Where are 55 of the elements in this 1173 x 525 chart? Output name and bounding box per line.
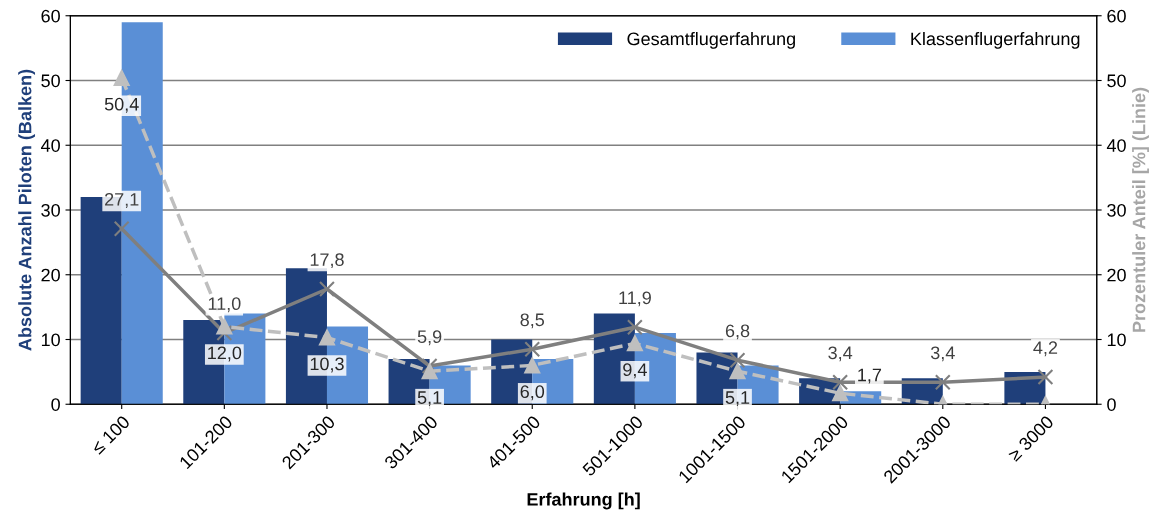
y-tick-label: 50: [41, 74, 60, 88]
data-label: 50,4: [104, 97, 139, 113]
y-tick-label: 30: [41, 203, 60, 217]
data-label: 17,8: [310, 253, 344, 269]
y-tick-label: 0: [51, 398, 60, 411]
y2-tick-label: 40: [1106, 139, 1126, 152]
data-label: 11,9: [619, 291, 651, 307]
x-axis-title: Erfahrung [h]: [527, 492, 640, 510]
point: [524, 341, 541, 358]
point: [318, 281, 335, 297]
y2-tick-label: 0: [1107, 398, 1116, 411]
data-label: 1,7: [858, 368, 882, 384]
legend-label: Gesamtflugerfahrung: [627, 32, 795, 49]
data-label: 4,2: [1033, 341, 1058, 357]
data-label: 27,1: [105, 192, 139, 208]
data-label: 5,1: [725, 391, 750, 407]
y-tick-label: 20: [41, 268, 60, 282]
point: [318, 329, 335, 346]
point: [216, 325, 233, 342]
point: [626, 335, 643, 352]
point: [626, 319, 643, 336]
point: [524, 357, 541, 374]
point: [113, 69, 130, 86]
data-label: 3,4: [930, 346, 955, 362]
y-tick-label: 60: [41, 9, 60, 23]
y2-tick-label: 10: [1107, 333, 1126, 347]
point: [832, 385, 849, 402]
data-label: 5,1: [417, 391, 442, 407]
data-label: 12,0: [208, 346, 242, 362]
y2-tick-label: 20: [1107, 268, 1126, 282]
y2-tick-label: 60: [1107, 9, 1126, 23]
data-label: 6,8: [725, 324, 750, 340]
data-label: 11,0: [208, 297, 241, 313]
x-tick-label: ≤ 100: [90, 414, 131, 455]
y2-tick-label: 30: [1107, 203, 1126, 217]
data-label: 8,5: [520, 313, 545, 329]
point: [113, 220, 130, 237]
data-label: 10,3: [310, 357, 344, 373]
point: [216, 318, 233, 335]
y2-axis-title: Prozentuler Anteil [%] (Linie): [1132, 87, 1149, 332]
data-label: 5,9: [417, 330, 442, 346]
data-label: 9,4: [623, 363, 647, 379]
point: [421, 363, 438, 380]
point: [1037, 369, 1054, 386]
legend-label: Klassenflugerfahrung: [911, 32, 1080, 49]
point: [729, 352, 746, 369]
point: [729, 363, 746, 380]
point: [832, 374, 849, 391]
data-label: 3,4: [828, 346, 853, 362]
y-tick-label: 10: [41, 333, 60, 347]
point: [934, 374, 951, 391]
y-axis-title: Absolute Anzahl Piloten (Balken): [18, 69, 36, 351]
data-label: 6,0: [520, 385, 545, 401]
y2-tick-label: 50: [1107, 74, 1126, 88]
y-tick-label: 40: [40, 139, 60, 152]
